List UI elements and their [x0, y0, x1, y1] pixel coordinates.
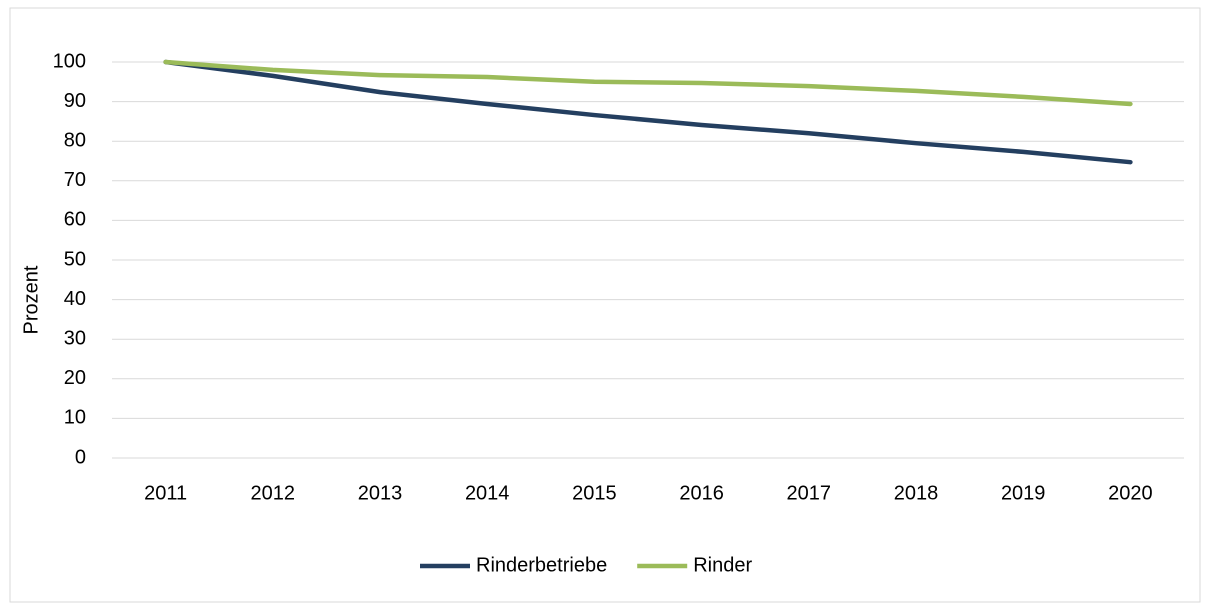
- line-series: [163, 59, 1133, 165]
- y-tick-label: 70: [64, 169, 86, 191]
- x-tick-label: 2016: [679, 482, 724, 504]
- x-tick-label: 2011: [144, 482, 187, 504]
- x-tick-label: 2018: [894, 482, 939, 504]
- y-tick-label: 10: [64, 407, 86, 429]
- x-tick-label: 2020: [1108, 482, 1153, 504]
- y-tick-label: 80: [64, 129, 86, 151]
- x-tick-label: 2017: [787, 482, 832, 504]
- y-axis-label: Prozent: [20, 265, 42, 334]
- x-tick-label: 2015: [572, 482, 617, 504]
- chart-border: [9, 7, 1201, 603]
- y-tick-label: 50: [64, 248, 86, 270]
- x-tick-label: 2019: [1001, 482, 1046, 504]
- x-tick-label: 2012: [251, 482, 296, 504]
- y-tick-label: 100: [53, 50, 86, 72]
- y-tick-label: 20: [64, 367, 86, 389]
- x-tick-label: 2013: [358, 482, 403, 504]
- y-tick-label: 60: [64, 209, 86, 231]
- y-tick-label: 90: [64, 90, 86, 112]
- legend-label: Rinder: [693, 554, 752, 576]
- y-tick-label: 40: [64, 288, 86, 310]
- y-tick-label: 0: [75, 446, 86, 468]
- x-tick-label: 2014: [465, 482, 510, 504]
- legend-label: Rinderbetriebe: [476, 554, 607, 576]
- line-series: [163, 59, 1133, 107]
- y-tick-label: 30: [64, 327, 86, 349]
